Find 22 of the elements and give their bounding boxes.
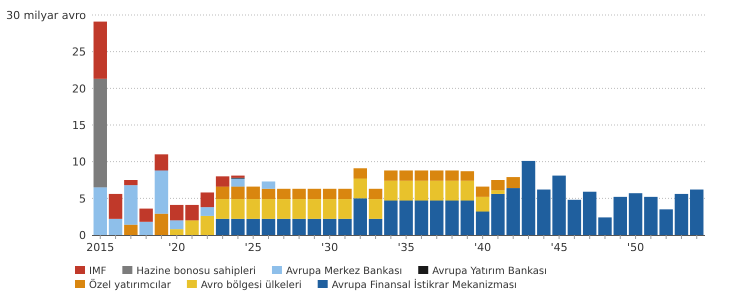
y-tick-label: 30 milyar avro xyxy=(6,9,86,22)
x-tick-label: '45 xyxy=(550,241,568,254)
x-tick-label: 2015 xyxy=(86,241,114,254)
y-tick-label: 25 xyxy=(72,46,86,59)
y-tick-label: 20 xyxy=(72,82,86,96)
legend-label: Avrupa Finansal İstikrar Mekanizması xyxy=(332,278,517,291)
x-tick-label: '40 xyxy=(474,241,492,254)
y-tick-label: 10 xyxy=(72,156,86,169)
x-tick-label: '30 xyxy=(321,241,338,254)
y-tick-label: 15 xyxy=(72,119,86,132)
legend-label: IMF xyxy=(89,266,107,277)
legend-label: Özel yatırımcılar xyxy=(89,278,172,291)
x-tick-label: '20 xyxy=(168,241,186,254)
x-tick-label: '25 xyxy=(244,241,262,254)
legend-label: Avrupa Yatırım Bankası xyxy=(432,266,547,277)
legend-label: Hazine bonosu sahipleri xyxy=(136,266,256,277)
y-tick-label: 0 xyxy=(79,229,86,242)
legend-label: Avro bölgesi ülkeleri xyxy=(200,280,302,291)
x-tick-label: '35 xyxy=(398,241,415,254)
y-tick-label: 5 xyxy=(79,192,86,206)
x-tick-label: '50 xyxy=(627,241,644,254)
legend-label: Avrupa Merkez Bankası xyxy=(286,266,402,277)
